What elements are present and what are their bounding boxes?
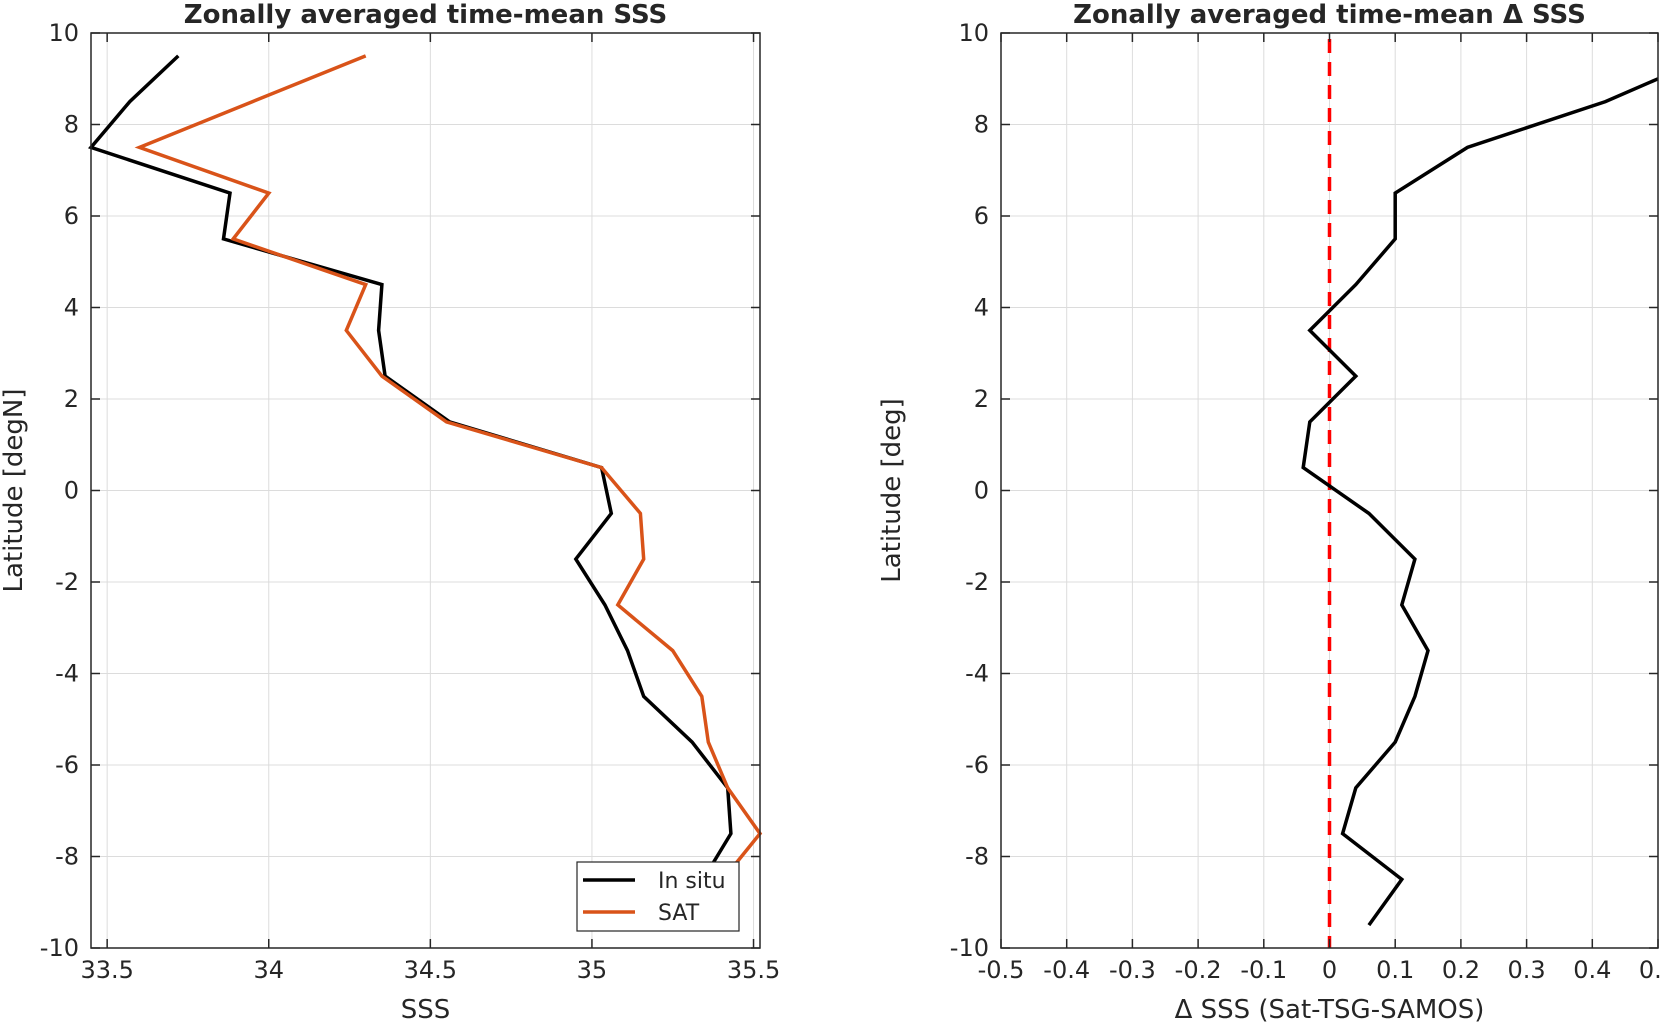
delta-sss-x-tick-label: 0.1 <box>1376 956 1414 984</box>
sss-x-tick-label: 35.5 <box>727 956 780 984</box>
sss-y-axis-label: Latitude [degN] <box>0 388 29 592</box>
delta-sss-y-tick-label: 6 <box>974 202 989 230</box>
legend-label-in-situ: In situ <box>658 869 726 894</box>
delta-sss-y-tick-label: -8 <box>965 843 989 871</box>
delta-sss-x-tick-label: 0.4 <box>1573 956 1611 984</box>
sss-x-tick-label: 33.5 <box>80 956 133 984</box>
delta-sss-y-tick-label: 0 <box>974 477 989 505</box>
sss-y-tick-label: -8 <box>55 843 79 871</box>
sss-y-tick-label: -10 <box>40 934 79 962</box>
delta-sss-x-tick-label: -0.4 <box>1043 956 1090 984</box>
sss-y-tick-label: -4 <box>55 660 79 688</box>
sss-y-tick-label: 8 <box>64 111 79 139</box>
delta-sss-y-axis-label: Latitude [deg] <box>877 398 907 583</box>
sss-ticks: 33.5 34 34.5 35 35.5 -10 -8 -6 -4 -2 0 2 4 6 8 10 <box>40 19 780 984</box>
delta-sss-x-tick-label: -0.5 <box>978 956 1025 984</box>
delta-sss-y-tick-label: 10 <box>958 19 989 47</box>
sss-x-axis-label: SSS <box>401 995 451 1025</box>
delta-sss-x-tick-label: 0.2 <box>1442 956 1480 984</box>
sss-y-tick-label: 10 <box>48 19 79 47</box>
legend-label-sat: SAT <box>658 901 700 926</box>
delta-sss-ticks: -0.5 -0.4 -0.3 -0.2 -0.1 0 0.1 0.2 0.3 0.4 0.5 -10 -… <box>950 19 1661 984</box>
sss-x-tick-label: 35 <box>577 956 608 984</box>
delta-sss-y-tick-label: 4 <box>974 294 989 322</box>
sss-series <box>87 54 763 867</box>
delta-sss-y-tick-label: 8 <box>974 111 989 139</box>
sss-panel: 33.5 34 34.5 35 35.5 -10 -8 -6 -4 -2 0 2 4 6 8 10 Zonal… <box>0 0 780 1025</box>
delta-sss-x-axis-label: Δ SSS (Sat-TSG-SAMOS) <box>1175 995 1485 1025</box>
delta-sss-x-tick-label: -0.1 <box>1240 956 1287 984</box>
delta-sss-x-tick-label: -0.2 <box>1175 956 1222 984</box>
sss-y-tick-label: 4 <box>64 294 79 322</box>
delta-sss-x-tick-label: 0 <box>1322 956 1337 984</box>
delta-sss-x-tick-label: -0.3 <box>1109 956 1156 984</box>
sss-grid <box>91 32 760 949</box>
delta-sss-y-tick-label: 2 <box>974 385 989 413</box>
sss-y-tick-label: -6 <box>55 751 79 779</box>
delta-sss-x-tick-label: 0.3 <box>1508 956 1546 984</box>
sss-y-tick-label: 0 <box>64 477 79 505</box>
delta-sss-y-tick-label: -6 <box>965 751 989 779</box>
delta-sss-series <box>1301 39 1659 948</box>
legend-box <box>576 861 740 932</box>
sss-line-sat <box>134 54 763 867</box>
sss-y-tick-label: 2 <box>64 385 79 413</box>
delta-sss-y-tick-label: -2 <box>965 568 989 596</box>
delta-sss-y-tick-label: -10 <box>950 934 989 962</box>
delta-sss-x-tick-label: 0.5 <box>1639 956 1661 984</box>
delta-sss-chart-title: Zonally averaged time-mean Δ SSS <box>1073 0 1586 30</box>
delta-sss-y-tick-label: -4 <box>965 660 989 688</box>
sss-x-tick-label: 34.5 <box>404 956 457 984</box>
sss-y-tick-label: 6 <box>64 202 79 230</box>
delta-sss-line-series-0 <box>1301 77 1659 927</box>
delta-sss-panel: -0.5 -0.4 -0.3 -0.2 -0.1 0 0.1 0.2 0.3 0.4 0.5 -10 -… <box>877 0 1661 1025</box>
sss-x-tick-label: 34 <box>253 956 284 984</box>
legend: In situ SAT <box>576 861 740 932</box>
sss-chart-title: Zonally averaged time-mean SSS <box>184 0 668 30</box>
sss-y-tick-label: -2 <box>55 568 79 596</box>
